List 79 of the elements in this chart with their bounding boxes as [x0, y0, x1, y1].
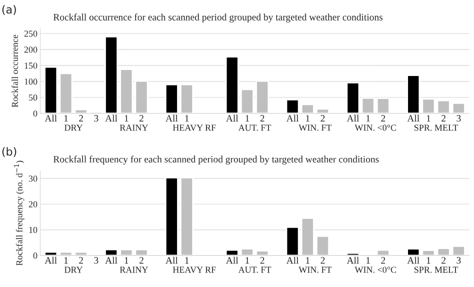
x-tick-label: 3	[456, 115, 461, 122]
x-tick-label: 1	[366, 257, 370, 264]
x-tick-label: 3	[94, 115, 98, 122]
y-tick-label: 0	[33, 110, 38, 117]
x-tick-label: 1	[366, 115, 370, 122]
x-tick-label: 2	[381, 115, 386, 122]
x-tick-label: All	[226, 114, 238, 122]
text: AUT. FT	[238, 124, 272, 131]
y-tick-label: 0	[33, 252, 38, 259]
y-axis-title: Rockfall occurrence	[12, 34, 18, 108]
x-tick-label: 1	[185, 115, 189, 122]
y-tick-label: 150	[24, 62, 38, 69]
y-tick-label: 200	[24, 46, 38, 53]
text: WIN. <0°C	[354, 124, 396, 131]
x-tick-label: 2	[260, 257, 264, 264]
text: SPR. MELT	[414, 124, 458, 131]
x-tick-label: 1	[306, 115, 310, 122]
text: RAINY	[120, 124, 148, 131]
y-tick-label: 10	[29, 226, 38, 233]
x-tick-label: 2	[260, 115, 264, 122]
text: WIN. FT	[298, 124, 332, 131]
x-tick-label: All	[407, 256, 420, 264]
chart-title: Rockfall occurrence for each scanned period grouped by targeted weather conditions	[53, 14, 383, 22]
x-tick-label: All	[105, 114, 118, 122]
y-tick-label: 20	[28, 201, 38, 208]
x-tick-label: All	[286, 256, 299, 264]
x-tick-label: 1	[64, 257, 68, 264]
text: DRY	[64, 124, 83, 131]
x-tick-label: 3	[94, 257, 98, 264]
x-tick-label: All	[346, 256, 359, 264]
y-tick-label: 30	[28, 176, 38, 182]
x-tick-label: 2	[79, 257, 83, 264]
x-tick-label: All	[44, 114, 57, 122]
x-tick-label: 1	[426, 257, 430, 264]
x-tick-label: 2	[381, 257, 386, 264]
y-tick-label: 100	[24, 78, 38, 85]
bar	[376, 249, 390, 256]
x-tick-label: 1	[426, 115, 430, 122]
chart-title: Rockfall frequency for each scanned period grouped by targeted weather conditions	[53, 156, 379, 165]
bar	[134, 80, 148, 114]
text: DRY	[64, 266, 83, 273]
x-tick-label: All	[286, 114, 299, 122]
text: SPR. MELT	[414, 266, 458, 273]
x-tick-label: 2	[139, 257, 144, 264]
x-tick-label: 2	[139, 115, 144, 122]
text: WIN. <0°C	[354, 266, 396, 273]
x-tick-label: 3	[456, 257, 461, 264]
text: HEAVY RF	[172, 124, 216, 131]
text: WIN. FT	[298, 266, 332, 273]
x-tick-label: 1	[124, 115, 128, 122]
bar	[346, 82, 360, 114]
text: RAINY	[120, 266, 148, 273]
bar	[74, 251, 88, 256]
y-axis-title: Rockfall frequency (no. d$^{−1}$)	[14, 160, 24, 266]
y-tick-label: 50	[29, 94, 38, 101]
x-tick-label: All	[166, 114, 178, 122]
x-tick-label: 1	[185, 257, 189, 264]
x-tick-label: All	[166, 256, 178, 264]
x-tick-label: All	[407, 114, 420, 122]
text: HEAVY RF	[172, 266, 216, 273]
x-tick-label: 2	[442, 115, 446, 122]
x-tick-label: 1	[64, 115, 68, 122]
x-tick-label: 2	[79, 115, 83, 122]
x-tick-label: All	[226, 256, 238, 264]
text: (a)	[2, 5, 16, 15]
x-tick-label: 1	[124, 257, 128, 264]
text: (b)	[2, 147, 16, 158]
bar	[134, 248, 148, 256]
y-tick-label: 250	[24, 30, 38, 37]
x-tick-label: 1	[246, 257, 250, 264]
x-tick-label: All	[346, 114, 359, 122]
x-tick-label: 1	[306, 257, 310, 264]
x-tick-label: All	[105, 256, 118, 264]
x-tick-label: 2	[442, 257, 446, 264]
x-tick-label: All	[44, 256, 57, 264]
x-tick-label: 2	[320, 257, 325, 264]
x-tick-label: 2	[320, 115, 325, 122]
text: AUT. FT	[238, 266, 272, 273]
x-tick-label: 1	[246, 115, 250, 122]
